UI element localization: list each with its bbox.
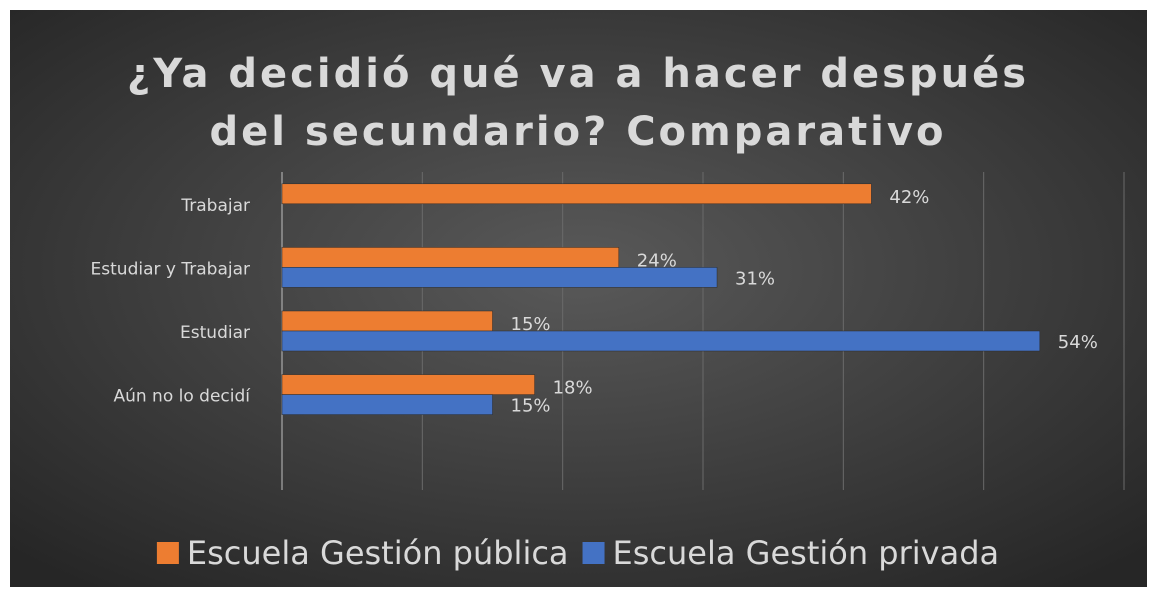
bar xyxy=(281,330,1041,352)
y-tick-label: Trabajar xyxy=(180,196,250,216)
data-label: 15% xyxy=(511,396,551,417)
bar xyxy=(281,183,872,205)
legend-swatch xyxy=(156,542,179,564)
bar xyxy=(281,267,718,288)
bar xyxy=(281,310,493,332)
data-label: 31% xyxy=(735,268,775,289)
bar xyxy=(281,247,620,268)
data-label: 18% xyxy=(553,378,593,399)
chart-background xyxy=(10,10,1147,587)
y-tick-label: Estudiar y Trabajar xyxy=(91,259,250,279)
legend-label: Escuela Gestión privada xyxy=(613,534,1000,572)
chart-title: del secundario? Comparativo xyxy=(210,109,947,155)
chart-title: ¿Ya decidió qué va a hacer después xyxy=(127,51,1029,97)
data-label: 42% xyxy=(889,187,929,208)
bar xyxy=(281,394,493,415)
y-tick-label: Aún no lo decidí xyxy=(113,387,251,407)
data-label: 54% xyxy=(1058,332,1098,353)
bar xyxy=(281,374,535,395)
legend-label: Escuela Gestión pública xyxy=(187,534,569,572)
data-label: 15% xyxy=(511,314,551,335)
y-tick-label: Estudiar xyxy=(180,323,250,343)
data-label: 24% xyxy=(637,250,677,271)
legend-swatch xyxy=(582,542,605,564)
